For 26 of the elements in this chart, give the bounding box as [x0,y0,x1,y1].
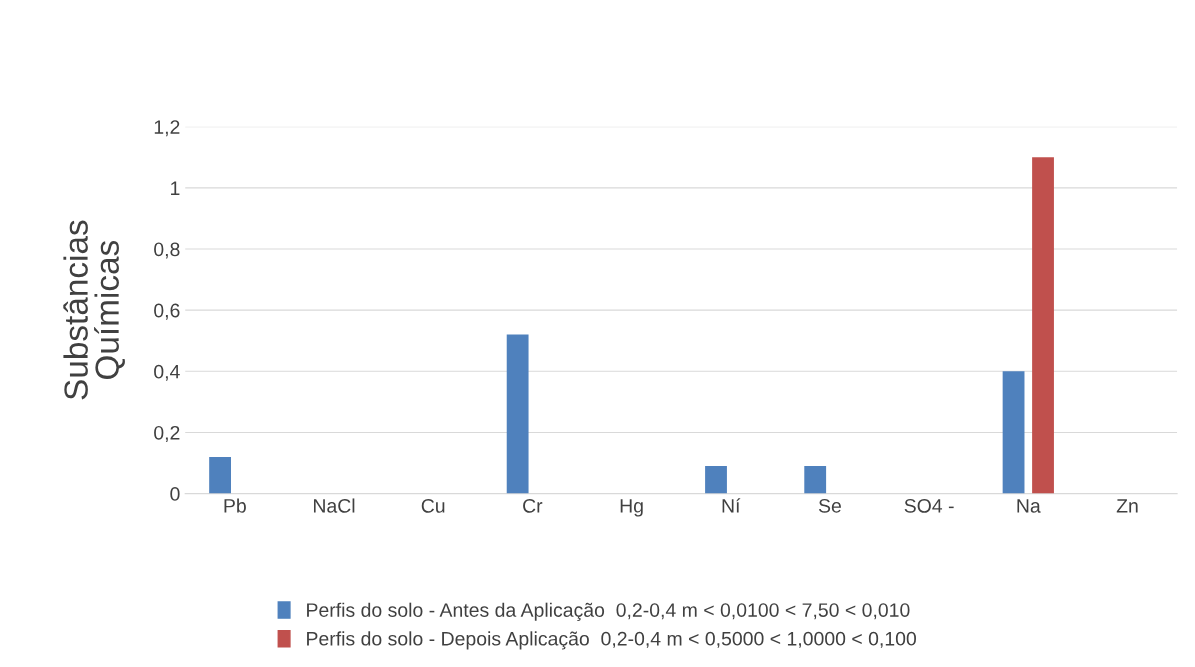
bar [506,334,529,494]
x-tick-label: Hg [620,499,643,517]
x-tick-label: Zn [1116,499,1138,513]
bar [1002,371,1025,494]
bar [705,466,727,494]
x-tick-label: Cu [421,498,445,513]
y-axis-title: Substâncias Químicas [63,220,125,400]
x-tick-label: Ní [722,498,741,513]
y-tick-label: 0,8 [154,242,180,259]
bar [804,466,827,494]
x-tick-label: NaCl [313,498,355,513]
x-tick-label: Na [1017,499,1041,513]
bar [1032,157,1054,494]
y-tick-label: 0 [170,487,180,501]
x-tick-label: SO4 - [904,498,954,513]
x-tick-label: Pb [224,498,246,513]
x-tick-label: Cr [523,498,543,513]
legend-label: Perfis do solo - Antes da Aplicação 0,2-0,4 m < 0,0100 < 7,50 < 0,010 [307,602,910,621]
x-tick-label: Se [818,498,841,513]
bar [209,456,231,494]
y-tick-label: 0,4 [154,364,180,381]
legend-label: Perfis do solo - Depois Aplicação 0,2-0,4 m < 0,5000 < 1,0000 < 0,100 [307,631,917,650]
y-tick-label: 1 [171,181,180,195]
y-tick-label: 0,6 [154,303,180,320]
y-tick-label: 1,2 [154,120,180,137]
y-tick-label: 0,2 [154,425,180,442]
